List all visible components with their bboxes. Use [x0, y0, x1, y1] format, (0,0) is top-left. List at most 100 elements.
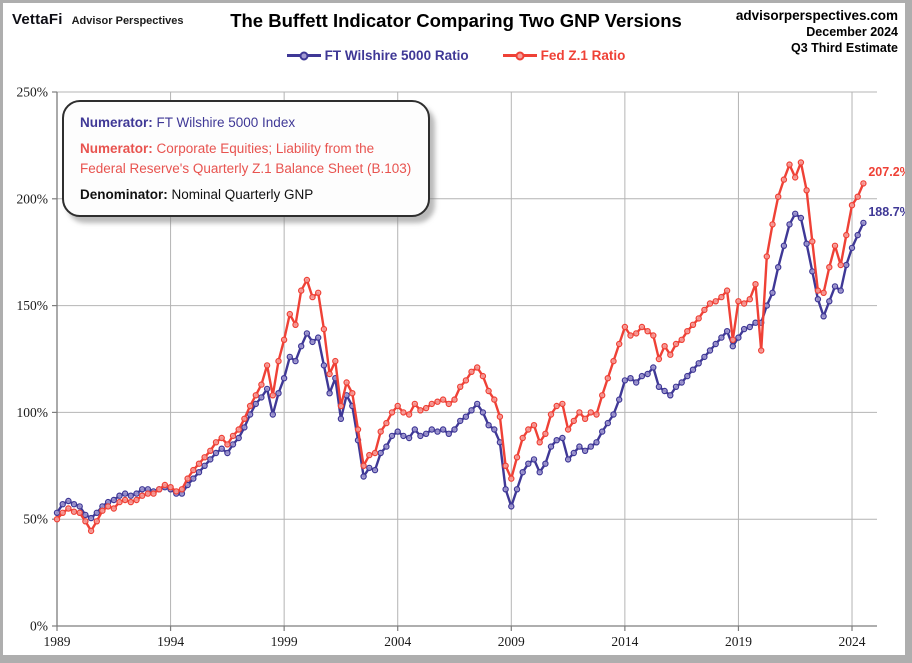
data-point-fed: [173, 488, 180, 495]
data-point-fed: [332, 357, 339, 365]
data-point-wilshire: [337, 415, 345, 422]
data-point-fed: [411, 400, 418, 408]
data-point-fed: [695, 315, 702, 322]
data-point-fed: [530, 422, 538, 429]
data-point-fed: [769, 221, 776, 228]
data-point-fed: [93, 518, 101, 525]
data-point-wilshire: [462, 413, 470, 420]
data-point-wilshire: [701, 353, 708, 361]
data-point-fed: [224, 441, 231, 448]
data-point-fed: [496, 413, 504, 420]
data-point-fed: [831, 242, 839, 249]
data-point-fed: [581, 415, 589, 422]
data-point-wilshire: [491, 426, 498, 433]
data-point-wilshire: [411, 426, 418, 433]
data-point-fed: [104, 503, 112, 510]
legend-item-wilshire: FT Wilshire 5000 Ratio: [286, 48, 469, 63]
brand-tagline: Advisor Perspectives: [71, 15, 184, 27]
data-point-wilshire: [547, 443, 555, 450]
data-point-wilshire: [377, 449, 384, 457]
data-point-wilshire: [809, 268, 816, 275]
data-point-fed: [241, 415, 248, 422]
x-tick-label: 2014: [611, 634, 638, 649]
data-point-wilshire: [241, 424, 248, 431]
data-point-wilshire: [201, 462, 208, 469]
data-point-fed: [280, 336, 288, 343]
data-point-fed: [59, 509, 66, 516]
data-point-fed: [445, 400, 452, 408]
data-point-wilshire: [320, 362, 328, 369]
data-point-fed: [320, 325, 328, 333]
data-point-fed: [553, 402, 560, 410]
data-point-wilshire: [383, 443, 390, 450]
data-point-wilshire: [564, 456, 572, 463]
frame-edge: [905, 0, 912, 663]
data-point-wilshire: [422, 430, 430, 437]
data-point-fed: [661, 343, 668, 350]
data-point-wilshire: [803, 240, 810, 247]
data-point-fed: [564, 426, 572, 433]
fed-last-value-label: 207.2%: [868, 165, 911, 180]
data-point-fed: [718, 293, 725, 301]
data-point-wilshire: [672, 383, 680, 390]
data-point-fed: [417, 407, 424, 414]
data-point-fed: [116, 498, 123, 506]
data-point-fed: [644, 328, 651, 335]
data-point-fed: [451, 396, 458, 403]
data-point-fed: [604, 375, 612, 382]
data-point-wilshire: [280, 375, 288, 382]
data-point-wilshire: [638, 372, 646, 380]
data-point-fed: [269, 392, 276, 399]
data-point-wilshire: [718, 334, 725, 341]
data-point-wilshire: [394, 428, 401, 435]
annotation-label: Numerator:: [80, 115, 153, 130]
data-point-wilshire: [286, 353, 293, 361]
data-point-fed: [706, 300, 714, 307]
data-point-fed: [258, 381, 265, 388]
x-tick-label: 2004: [384, 634, 411, 649]
data-point-fed: [388, 409, 396, 416]
source-date: December 2024: [806, 25, 898, 39]
series-line-fed: [55, 161, 865, 533]
data-point-wilshire: [854, 231, 861, 239]
data-point-fed: [53, 516, 61, 523]
data-point-wilshire: [195, 469, 203, 476]
data-point-fed: [803, 187, 810, 194]
data-point-wilshire: [434, 428, 441, 435]
data-point-fed: [138, 492, 146, 499]
data-point-fed: [638, 323, 646, 331]
data-point-wilshire: [775, 264, 782, 271]
annotation-denominator: Denominator: Nominal Quarterly GNP: [80, 185, 412, 205]
x-tick-label: 2019: [725, 634, 752, 649]
data-point-wilshire: [371, 466, 379, 474]
data-point-wilshire: [326, 390, 333, 397]
data-point-wilshire: [207, 456, 214, 463]
data-point-wilshire: [457, 417, 464, 425]
data-point-fed: [474, 364, 481, 371]
data-point-fed: [65, 505, 72, 512]
data-point-wilshire: [439, 426, 447, 433]
data-point-fed: [593, 411, 600, 418]
data-point-fed: [786, 161, 793, 168]
data-point-wilshire: [536, 469, 543, 476]
data-point-fed: [303, 276, 311, 284]
data-point-fed: [621, 323, 629, 331]
data-point-fed: [678, 336, 685, 343]
data-point-fed: [161, 481, 169, 489]
x-tick-label: 2024: [839, 634, 866, 649]
data-point-wilshire: [388, 432, 396, 440]
page-title: The Buffett Indicator Comparing Two GNP …: [230, 10, 682, 31]
data-point-wilshire: [121, 490, 129, 497]
data-point-wilshire: [786, 221, 793, 228]
data-point-wilshire: [723, 328, 731, 335]
data-point-wilshire: [599, 428, 606, 435]
data-point-fed: [775, 193, 782, 200]
y-tick-label: 100%: [17, 405, 49, 420]
data-point-fed: [576, 409, 583, 416]
data-point-fed: [809, 238, 816, 245]
x-tick-label: 1989: [44, 634, 71, 649]
data-point-fed: [684, 328, 691, 335]
data-point-fed: [87, 527, 95, 535]
data-point-wilshire: [610, 411, 617, 418]
